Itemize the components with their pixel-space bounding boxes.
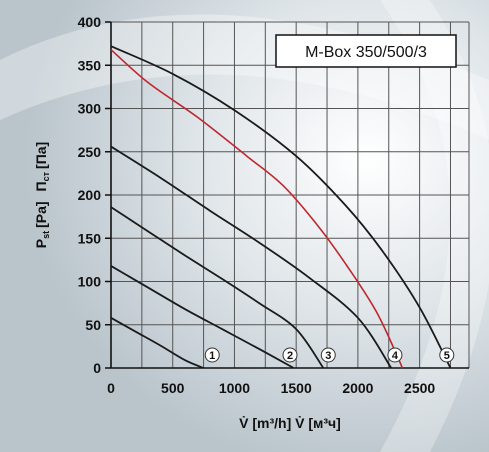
y-axis-label: Pst [Pa] Пст [Па]: [33, 142, 51, 248]
series-lines: [110, 45, 452, 369]
y-label-ru-unit: [Па]: [33, 142, 49, 169]
curve-markers: 1 2 3 4 5: [204, 347, 455, 363]
y-tick-label: 0: [93, 360, 101, 376]
svg-text:Pst[Pa]Пст[Па]: Pst [Pa] Пст [Па]: [33, 142, 51, 248]
x-axis-label: V̇ [m³/h] V̇ [м³ч]: [239, 415, 341, 431]
curve-marker-label: 4: [392, 350, 399, 362]
y-label-ru: П: [33, 181, 49, 191]
x-tick-label: 1500: [281, 380, 312, 396]
curve-marker-label: 3: [325, 350, 331, 362]
y-tick-label: 250: [78, 144, 102, 160]
curve-marker-label: 5: [444, 350, 450, 362]
tick-labels: 0 50 100 150 200 250 300 350 400 0 500 1000 1500 2000…: [78, 14, 436, 396]
curve-marker-1: [204, 347, 220, 363]
y-tick-label: 400: [78, 14, 102, 30]
title-box: M-Box 350/500/3: [275, 34, 457, 68]
y-label-ru-sub: ст: [41, 171, 51, 181]
curve-marker-3: [320, 347, 336, 363]
x-tick-label: 1000: [219, 380, 250, 396]
curve-marker-2: [282, 347, 298, 363]
series-line-3: [110, 206, 325, 369]
y-label-en: P: [33, 239, 49, 248]
curve-marker-label: 1: [209, 350, 215, 362]
y-tick-label: 200: [78, 187, 102, 203]
y-tick-label: 350: [78, 57, 102, 73]
curve-marker-4: [387, 347, 403, 363]
curve-marker-5: [439, 347, 455, 363]
series-line-2: [110, 265, 295, 369]
y-label-en-sub: st: [41, 231, 51, 239]
x-tick-label: 2000: [342, 380, 373, 396]
y-tick-label: 150: [78, 230, 102, 246]
y-tick-label: 100: [78, 274, 102, 290]
series-line-1: [110, 317, 204, 369]
x-tick-label: 500: [161, 380, 185, 396]
series-line-5: [110, 45, 452, 369]
y-tick-label: 50: [85, 317, 101, 333]
series-line-4: [110, 145, 392, 369]
series-line-operating: [110, 49, 404, 369]
x-tick-label: 0: [107, 380, 115, 396]
x-tick-label: 2500: [404, 380, 435, 396]
y-tick-label: 300: [78, 101, 102, 117]
y-label-en-unit: [Pa]: [33, 201, 49, 227]
chart-title: M-Box 350/500/3: [305, 44, 427, 61]
curve-marker-label: 2: [287, 350, 293, 362]
grid: [110, 21, 470, 369]
